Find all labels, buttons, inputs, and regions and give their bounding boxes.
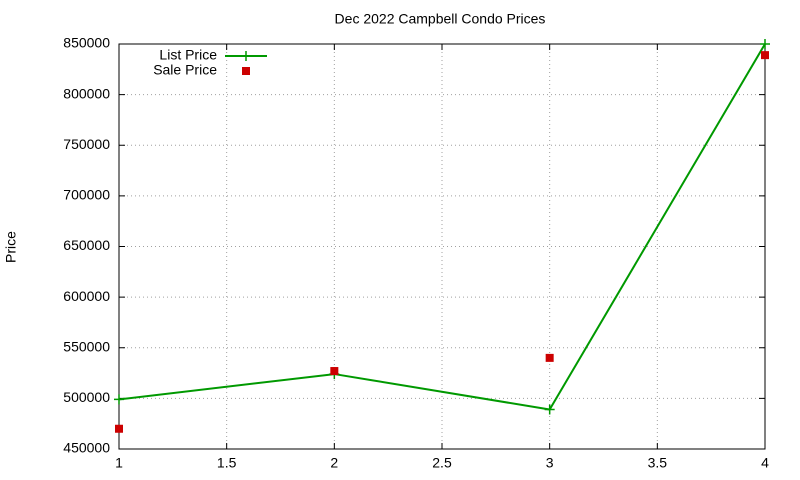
y-tick-label: 450000 bbox=[63, 440, 110, 456]
marker bbox=[544, 404, 555, 415]
x-tick-label: 4 bbox=[761, 455, 769, 471]
x-tick-label: 2.5 bbox=[432, 455, 452, 471]
marker bbox=[330, 367, 339, 376]
y-axis-label: Price bbox=[3, 231, 19, 263]
y-tick-label: 750000 bbox=[63, 136, 110, 152]
marker bbox=[760, 39, 770, 49]
x-tick-label: 1.5 bbox=[217, 455, 237, 471]
x-tick-label: 3 bbox=[546, 455, 554, 471]
y-tick-label: 850000 bbox=[63, 35, 110, 51]
marker bbox=[114, 394, 124, 405]
y-tick-label: 650000 bbox=[63, 237, 110, 253]
legend-label: List Price bbox=[159, 47, 217, 63]
y-tick-label: 500000 bbox=[63, 389, 110, 405]
y-tick-label: 800000 bbox=[63, 85, 110, 101]
y-tick-label: 600000 bbox=[63, 288, 110, 304]
chart-title: Dec 2022 Campbell Condo Prices bbox=[335, 11, 546, 27]
line bbox=[118, 43, 766, 411]
plot-frame bbox=[118, 43, 766, 450]
legend-label: Sale Price bbox=[153, 62, 217, 78]
marker bbox=[761, 51, 769, 60]
marker bbox=[545, 353, 554, 362]
x-tick-label: 1 bbox=[115, 455, 123, 471]
legend-marker bbox=[241, 51, 251, 61]
y-tick-label: 550000 bbox=[63, 338, 110, 354]
legend-marker bbox=[242, 67, 250, 75]
x-tick-label: 3.5 bbox=[648, 455, 668, 471]
x-tick-label: 2 bbox=[330, 455, 338, 471]
y-tick-label: 700000 bbox=[63, 187, 110, 203]
marker bbox=[115, 424, 123, 433]
